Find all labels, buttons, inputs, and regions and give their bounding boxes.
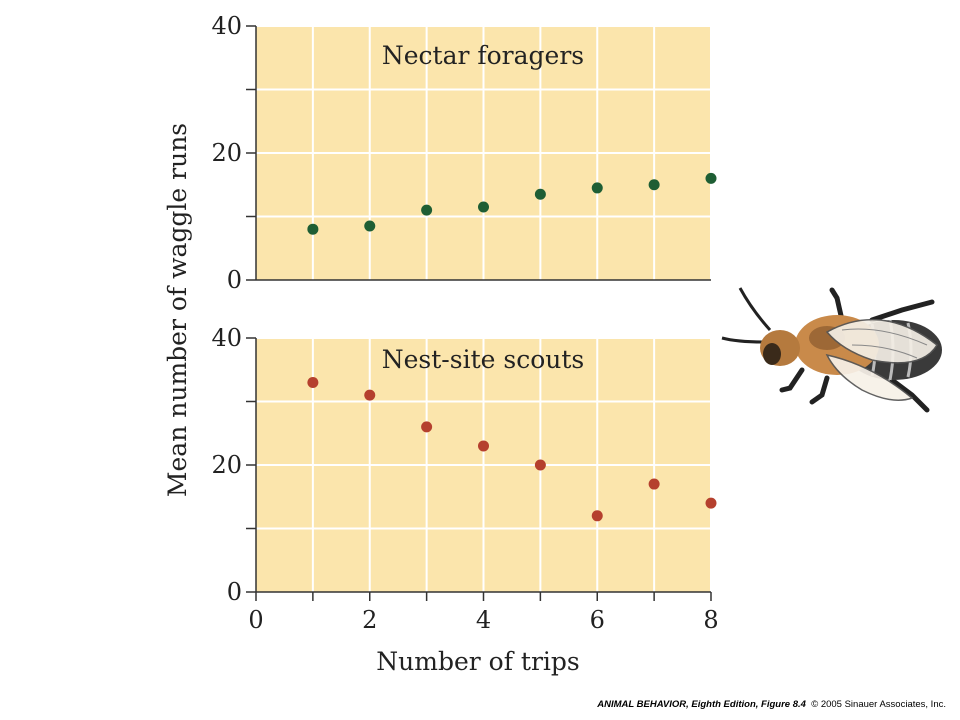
credit-copyright: © 2005 Sinauer Associates, Inc.	[811, 699, 946, 710]
bee-icon	[721, 287, 942, 413]
y-tick-label: 20	[211, 139, 242, 167]
gridlines	[256, 337, 712, 592]
data-point	[478, 440, 489, 452]
y-tick-label: 40	[211, 324, 242, 352]
data-point	[591, 510, 603, 522]
data-points	[307, 172, 717, 235]
data-point	[421, 421, 433, 433]
tick-labels: 0 20 40	[211, 12, 242, 294]
y-tick-label: 0	[227, 266, 242, 294]
x-tick-label: 8	[703, 606, 718, 634]
data-point	[648, 478, 660, 490]
data-point	[364, 389, 376, 401]
nectar-foragers-panel: 0 20 40 Nectar foragers	[211, 12, 717, 294]
x-tick-label: 0	[248, 606, 263, 634]
axes	[246, 25, 711, 281]
x-tick-label: 4	[476, 606, 491, 634]
data-point	[534, 459, 546, 471]
x-axis-label: Number of trips	[376, 647, 579, 676]
nest-site-scouts-panel: 0 20 40 0 2 4 6 8 Nest-site scouts	[211, 324, 718, 634]
tick-labels: 0 20 40	[211, 324, 242, 606]
data-points	[307, 376, 717, 522]
data-point	[421, 204, 433, 216]
data-point	[591, 182, 603, 194]
x-tick-labels: 0 2 4 6 8	[248, 606, 718, 634]
panel-title: Nest-site scouts	[382, 345, 584, 374]
x-tick-label: 6	[590, 606, 605, 634]
figure-credit: ANIMAL BEHAVIOR, Eighth Edition, Figure …	[597, 699, 946, 710]
data-point	[534, 188, 546, 200]
data-point	[307, 223, 319, 235]
data-point	[307, 376, 319, 388]
y-axis-label: Mean number of waggle runs	[163, 123, 192, 497]
y-tick-label: 40	[211, 12, 242, 40]
credit-book: ANIMAL BEHAVIOR, Eighth Edition, Figure …	[597, 699, 806, 710]
y-tick-label: 20	[211, 451, 242, 479]
data-point	[648, 179, 660, 191]
data-point	[705, 497, 717, 509]
gridlines	[256, 25, 712, 280]
axes	[246, 337, 712, 601]
data-point	[705, 172, 717, 184]
data-point	[478, 201, 489, 213]
x-tick-label: 2	[362, 606, 377, 634]
data-point	[364, 220, 376, 232]
panel-title: Nectar foragers	[382, 41, 584, 70]
y-tick-label: 0	[227, 578, 242, 606]
